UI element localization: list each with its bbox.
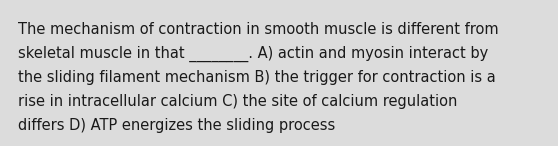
Text: The mechanism of contraction in smooth muscle is different from: The mechanism of contraction in smooth m… xyxy=(18,22,499,37)
Text: rise in intracellular calcium C) the site of calcium regulation: rise in intracellular calcium C) the sit… xyxy=(18,94,458,109)
Text: skeletal muscle in that ________. A) actin and myosin interact by: skeletal muscle in that ________. A) act… xyxy=(18,46,488,62)
Text: differs D) ATP energizes the sliding process: differs D) ATP energizes the sliding pro… xyxy=(18,118,335,133)
Text: the sliding filament mechanism B) the trigger for contraction is a: the sliding filament mechanism B) the tr… xyxy=(18,70,496,85)
